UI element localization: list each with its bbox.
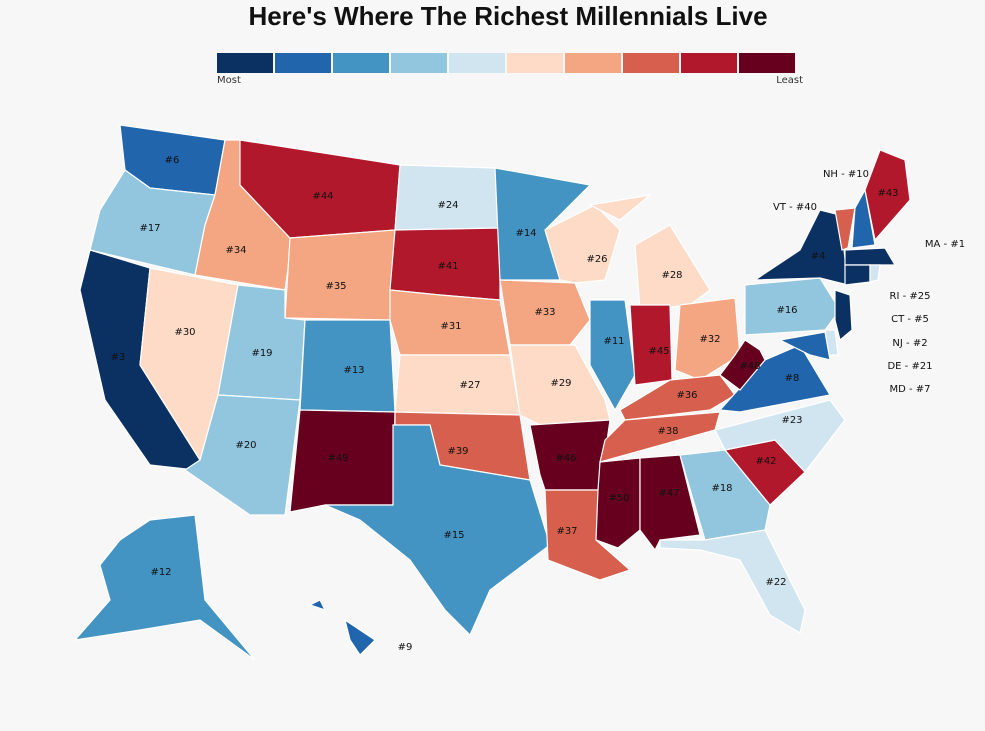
state-label: #14 <box>515 228 536 239</box>
state-label: #12 <box>150 567 171 578</box>
legend-swatch <box>333 53 389 73</box>
state-label: #35 <box>325 281 346 292</box>
state-label: #19 <box>251 348 272 359</box>
state <box>394 164 501 231</box>
state-label: #36 <box>676 390 697 401</box>
state <box>844 247 897 266</box>
state-label: #44 <box>312 191 333 202</box>
state-label: #37 <box>556 526 577 537</box>
state-label: #20 <box>235 440 256 451</box>
state-label: #9 <box>398 642 413 653</box>
state-label: #6 <box>165 155 180 166</box>
state-label: VT - #40 <box>773 202 817 213</box>
state-label: #41 <box>437 261 458 272</box>
state-label: #22 <box>765 577 786 588</box>
states <box>73 124 911 661</box>
legend-swatch <box>217 53 273 73</box>
state <box>588 194 711 311</box>
state-label: #18 <box>711 483 732 494</box>
state <box>394 354 521 416</box>
state-label: #31 <box>440 321 461 332</box>
state-label: #48 <box>739 361 760 372</box>
state-label: #11 <box>603 336 624 347</box>
state-label: #23 <box>781 415 802 426</box>
state-label: #13 <box>343 365 364 376</box>
state <box>744 277 841 336</box>
state-label: #39 <box>447 446 468 457</box>
state-label: #17 <box>139 223 160 234</box>
state-label: #42 <box>755 456 776 467</box>
state-label: #30 <box>174 327 195 338</box>
state <box>834 207 856 251</box>
legend-swatch <box>565 53 621 73</box>
legend-swatch <box>739 53 795 73</box>
state <box>589 299 636 412</box>
state <box>499 279 591 346</box>
state-label: #34 <box>225 245 246 256</box>
state-label: #28 <box>661 270 682 281</box>
legend-low-label: Most <box>217 75 241 86</box>
state-label: #45 <box>648 346 669 357</box>
state-label: #43 <box>877 188 898 199</box>
state-label: DE - #21 <box>887 361 932 372</box>
state-label: NH - #10 <box>823 169 869 180</box>
state-label: #15 <box>443 530 464 541</box>
legend-swatch <box>275 53 331 73</box>
state-label: CT - #5 <box>891 314 929 325</box>
state <box>778 331 831 361</box>
state-label: #33 <box>534 307 555 318</box>
state-label: #8 <box>785 373 800 384</box>
title: Here's Where The Richest Millennials Liv… <box>248 1 767 31</box>
state-label: #50 <box>608 493 629 504</box>
state <box>864 149 911 242</box>
legend-swatch <box>507 53 563 73</box>
state-label: MD - #7 <box>889 384 930 395</box>
state <box>599 411 721 463</box>
state-label: MA - #1 <box>925 239 965 250</box>
state-label: #26 <box>586 254 607 265</box>
state <box>674 297 741 381</box>
state-label: #16 <box>776 305 797 316</box>
state-label: RI - #25 <box>890 291 931 302</box>
state <box>714 399 846 473</box>
state-label: #38 <box>657 426 678 437</box>
state-label: NJ - #2 <box>892 338 927 349</box>
state-label: #4 <box>811 251 826 262</box>
legend-swatch <box>449 53 505 73</box>
state <box>679 449 771 541</box>
state <box>719 339 766 391</box>
state-label: #32 <box>699 334 720 345</box>
state-label: #3 <box>111 352 126 363</box>
state-labels: #6 #17 #3 #30 #34 #44 #35 #19 #20 #13 #49 #24 #41 #31… <box>111 155 965 653</box>
state-label: #47 <box>658 488 679 499</box>
state <box>308 599 376 656</box>
state <box>844 264 871 286</box>
legend-swatch <box>391 53 447 73</box>
state <box>324 424 551 637</box>
state <box>659 529 806 634</box>
state-label: #29 <box>550 378 571 389</box>
legend-swatch <box>681 53 737 73</box>
state <box>73 514 256 661</box>
state-label: #27 <box>459 380 480 391</box>
state-label: #46 <box>555 453 576 464</box>
state <box>284 229 396 321</box>
legend-swatch <box>623 53 679 73</box>
state <box>851 188 876 249</box>
state <box>834 289 853 342</box>
legend-high-label: Least <box>776 75 803 86</box>
state <box>629 304 673 386</box>
state <box>869 264 881 283</box>
state-label: #24 <box>437 200 458 211</box>
state-label: #49 <box>327 453 348 464</box>
